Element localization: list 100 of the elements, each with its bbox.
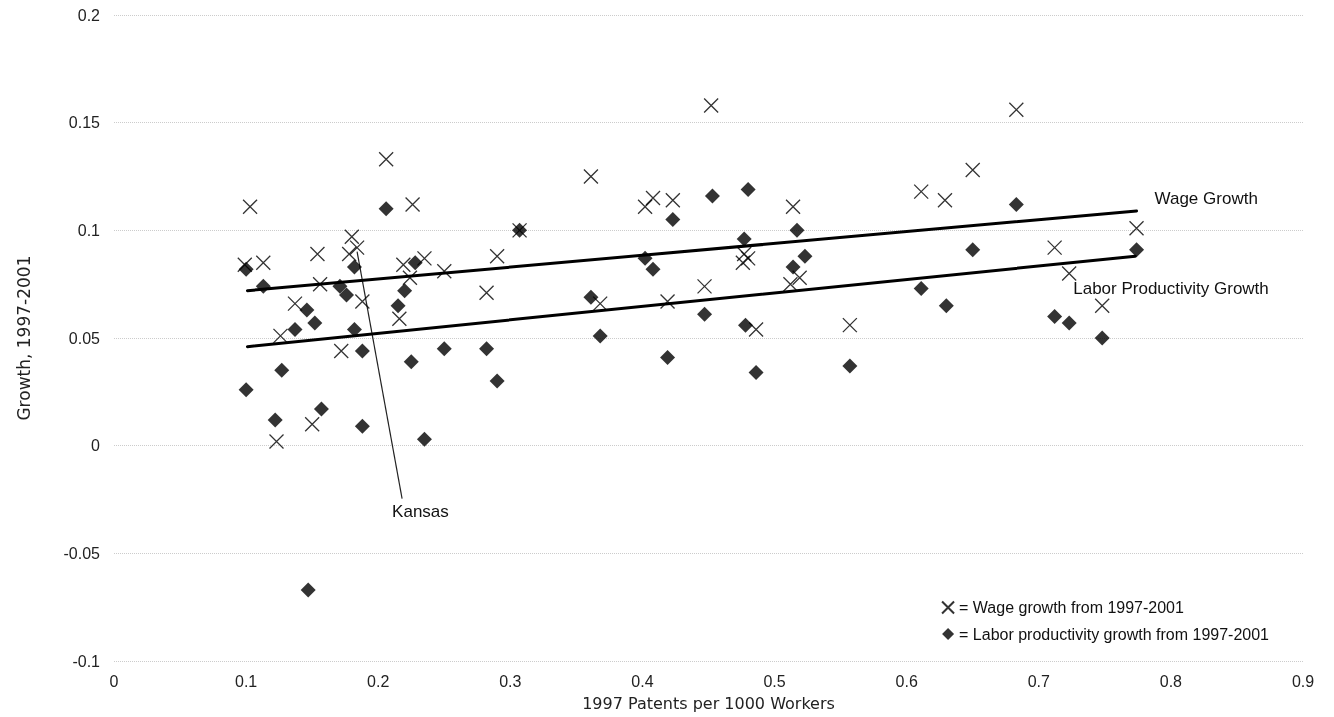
point bbox=[842, 358, 858, 374]
x-tick-label: 0.5 bbox=[763, 672, 786, 690]
x-axis-title: 1997 Patents per 1000 Workers bbox=[582, 693, 835, 713]
point bbox=[304, 416, 320, 432]
point bbox=[1094, 298, 1110, 314]
point bbox=[378, 151, 394, 167]
y-axis-title: Growth, 1997-2001 bbox=[13, 255, 34, 421]
point bbox=[237, 257, 253, 273]
point bbox=[785, 259, 801, 275]
point bbox=[407, 255, 423, 271]
point bbox=[287, 295, 303, 312]
point bbox=[703, 97, 719, 114]
point bbox=[789, 222, 805, 238]
point bbox=[797, 248, 813, 264]
point bbox=[1061, 315, 1077, 331]
point bbox=[938, 298, 954, 314]
point bbox=[965, 242, 981, 258]
point bbox=[697, 306, 713, 322]
x-tick-label: 0.8 bbox=[1159, 672, 1183, 690]
y-tick-label: 0.05 bbox=[68, 329, 101, 347]
point bbox=[665, 192, 681, 208]
point bbox=[735, 255, 751, 271]
point bbox=[748, 321, 764, 338]
point bbox=[402, 270, 418, 286]
point bbox=[255, 255, 271, 271]
point bbox=[583, 168, 599, 185]
point bbox=[592, 328, 608, 344]
point bbox=[1061, 265, 1077, 282]
x-tick-label: 0.1 bbox=[234, 672, 258, 690]
point bbox=[416, 431, 432, 447]
point bbox=[354, 293, 371, 310]
point bbox=[937, 192, 953, 208]
point bbox=[403, 354, 419, 370]
y-tick-label: 0 bbox=[91, 437, 101, 455]
y-tick-label: 0.15 bbox=[68, 114, 101, 132]
point bbox=[792, 270, 808, 286]
point bbox=[704, 188, 720, 204]
point bbox=[390, 298, 406, 314]
point bbox=[391, 311, 408, 327]
point bbox=[436, 263, 452, 279]
point bbox=[736, 231, 752, 247]
point bbox=[344, 229, 360, 245]
point bbox=[312, 276, 328, 292]
point bbox=[696, 278, 713, 295]
point bbox=[1047, 309, 1063, 325]
point bbox=[395, 257, 411, 273]
point bbox=[404, 196, 421, 213]
point bbox=[583, 289, 599, 305]
x-tick-label: 0.9 bbox=[1291, 672, 1315, 690]
point bbox=[346, 321, 362, 337]
point bbox=[416, 250, 433, 267]
point bbox=[272, 328, 289, 344]
point bbox=[436, 341, 452, 357]
point bbox=[782, 276, 799, 292]
point bbox=[339, 287, 355, 303]
y-tick-label: -0.05 bbox=[63, 544, 101, 562]
point bbox=[965, 162, 981, 178]
point bbox=[479, 341, 495, 357]
point bbox=[242, 199, 258, 215]
point bbox=[346, 259, 362, 275]
point bbox=[238, 382, 254, 398]
x-tick-label: 0 bbox=[109, 672, 119, 690]
point bbox=[268, 433, 285, 450]
point bbox=[309, 246, 326, 262]
point bbox=[1129, 242, 1145, 258]
point bbox=[287, 321, 303, 337]
annotation: Kansas bbox=[392, 501, 449, 521]
x-tick-label: 0.4 bbox=[631, 672, 654, 690]
point bbox=[300, 582, 316, 598]
point bbox=[349, 239, 365, 256]
point bbox=[913, 281, 929, 297]
point bbox=[645, 261, 661, 277]
legend-label: = Wage growth from 1997-2001 bbox=[959, 599, 1185, 616]
point bbox=[489, 373, 505, 389]
point bbox=[913, 183, 929, 200]
x-tick-label: 0.7 bbox=[1027, 672, 1050, 690]
point bbox=[740, 181, 756, 197]
point bbox=[313, 401, 329, 417]
point bbox=[1128, 220, 1145, 236]
point bbox=[748, 365, 764, 381]
point bbox=[736, 246, 752, 262]
x-tick-label: 0.2 bbox=[367, 672, 390, 690]
point bbox=[354, 343, 370, 359]
y-tick-label: 0.2 bbox=[77, 6, 101, 24]
point bbox=[1008, 197, 1024, 213]
series-label: Labor Productivity Growth bbox=[1073, 278, 1269, 298]
point bbox=[592, 295, 608, 312]
point bbox=[299, 302, 315, 318]
y-tick-label: -0.1 bbox=[72, 652, 101, 670]
point bbox=[665, 212, 681, 228]
point bbox=[341, 246, 357, 262]
point bbox=[478, 285, 495, 301]
point bbox=[785, 199, 801, 215]
x-tick-label: 0.6 bbox=[895, 672, 918, 690]
point bbox=[333, 343, 349, 359]
point bbox=[274, 362, 290, 378]
point bbox=[378, 201, 394, 217]
point bbox=[489, 248, 505, 264]
point bbox=[307, 315, 323, 331]
point bbox=[637, 199, 653, 215]
